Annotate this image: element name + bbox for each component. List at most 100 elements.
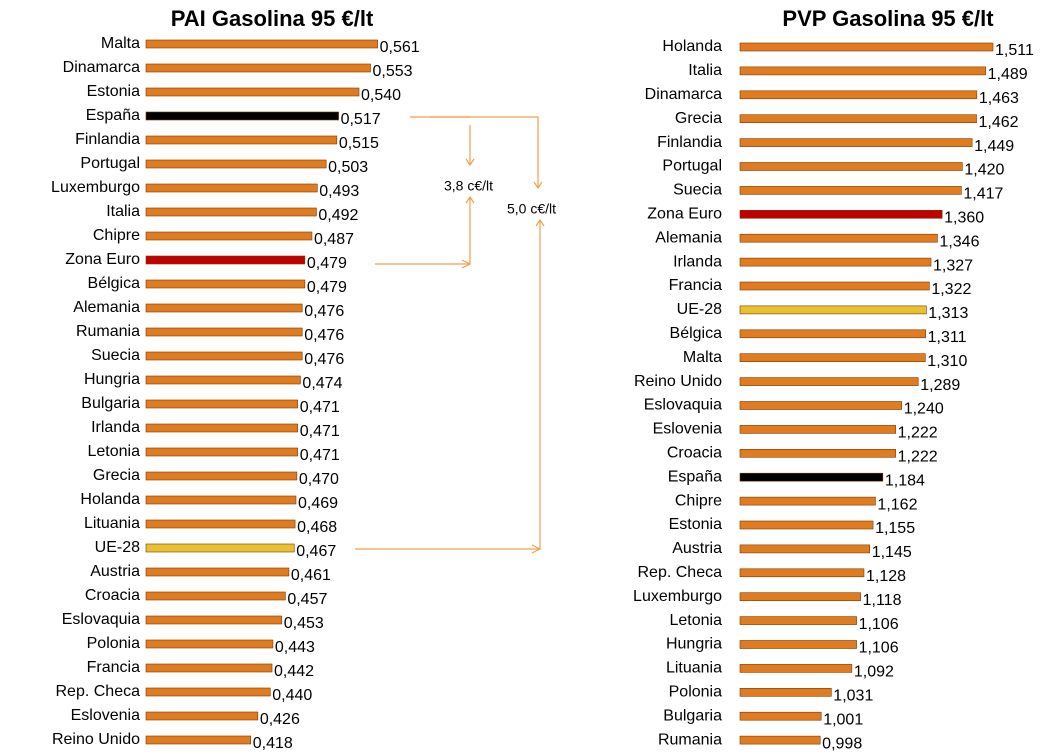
category-label: Suecia: [673, 182, 722, 199]
bar: [739, 210, 943, 219]
bar: [145, 39, 378, 49]
annotation: 3,8 c€/lt: [444, 178, 493, 194]
category-label: UE-28: [677, 301, 722, 318]
value-label: 0,998: [822, 735, 862, 752]
value-label: 0,476: [304, 327, 344, 344]
value-label: 0,476: [304, 303, 344, 320]
value-label: 1,360: [944, 210, 984, 227]
value-label: 1,001: [823, 711, 863, 728]
value-label: 0,479: [307, 279, 347, 296]
category-label: Rep. Checa: [638, 564, 723, 581]
value-label: 1,346: [939, 233, 979, 250]
bar: [145, 591, 286, 601]
bar: [739, 329, 926, 339]
category-label: Zona Euro: [65, 251, 140, 268]
category-label: Croacia: [667, 445, 722, 462]
category-label: Reino Unido: [52, 731, 140, 748]
bar: [739, 233, 938, 243]
category-label: Letonia: [670, 612, 723, 629]
annotation: 5,0 c€/lt: [507, 201, 556, 217]
bar: [739, 401, 903, 410]
category-label: Bélgica: [670, 325, 723, 342]
bar: [145, 255, 306, 265]
bar: [739, 425, 896, 434]
bar: [145, 447, 299, 457]
category-label: Hungria: [84, 371, 140, 388]
chart-title: PAI Gasolina 95 €/lt: [171, 6, 374, 31]
bar: [145, 711, 259, 721]
value-label: 1,311: [928, 329, 967, 346]
arrow-head: [461, 259, 472, 269]
bar: [739, 592, 861, 602]
arrow-head: [465, 158, 475, 167]
arrows: [355, 116, 545, 554]
category-label: España: [668, 468, 722, 485]
bar: [739, 448, 896, 458]
value-label: 1,128: [866, 568, 906, 585]
value-label: 1,222: [898, 425, 938, 442]
category-label: Eslovenia: [71, 707, 140, 724]
bar: [739, 305, 927, 315]
value-label: 0,517: [341, 111, 381, 128]
category-label: Eslovaquia: [644, 397, 722, 414]
value-label: 0,418: [253, 735, 293, 752]
value-label: 1,106: [859, 640, 899, 657]
category-label: Italia: [688, 62, 722, 79]
value-label: 0,443: [275, 639, 315, 656]
value-label: 0,442: [274, 663, 314, 680]
value-label: 0,476: [304, 351, 344, 368]
value-label: 0,493: [319, 183, 359, 200]
value-label: 0,503: [328, 159, 368, 176]
chart-title: PVP Gasolina 95 €/lt: [782, 6, 994, 31]
bar: [739, 735, 821, 745]
category-label: Hungria: [666, 636, 722, 653]
category-label: Malta: [683, 349, 722, 366]
bar: [145, 63, 371, 73]
category-label: Lituania: [666, 660, 722, 677]
category-label: Lituania: [84, 515, 140, 532]
category-label: Portugal: [662, 158, 722, 175]
value-label: 1,322: [931, 281, 971, 298]
bar: [739, 640, 857, 649]
bar: [145, 87, 360, 97]
bar: [145, 423, 299, 433]
bar: [739, 66, 986, 76]
value-label: 1,222: [898, 449, 938, 466]
bar: [739, 257, 932, 267]
category-label: España: [86, 107, 140, 124]
value-label: 1,118: [863, 592, 902, 609]
value-label: 0,467: [296, 543, 336, 560]
value-label: 1,289: [920, 377, 960, 394]
bar: [145, 567, 290, 577]
bar: [145, 375, 301, 385]
category-label: Bélgica: [88, 275, 141, 292]
bar: [739, 90, 978, 100]
category-label: Estonia: [87, 83, 140, 100]
value-label: 0,515: [339, 135, 379, 152]
arrow-head: [533, 181, 543, 190]
bar: [739, 544, 871, 554]
bar: [739, 353, 926, 363]
value-label: 1,031: [833, 688, 873, 705]
value-label: 1,463: [979, 90, 1019, 107]
bar: [739, 377, 919, 386]
bar: [739, 496, 876, 506]
value-label: 1,240: [904, 401, 944, 418]
category-label: Portugal: [80, 155, 140, 172]
bar: [145, 351, 303, 361]
category-label: Austria: [672, 540, 722, 557]
category-label: Reino Unido: [634, 373, 722, 390]
category-label: Malta: [101, 35, 140, 52]
bar: [739, 616, 857, 625]
category-label: Italia: [106, 203, 140, 220]
category-label: Luxemburgo: [51, 179, 140, 196]
category-label: Polonia: [87, 635, 140, 652]
arrow-head: [535, 218, 545, 227]
category-label: Irlanda: [91, 419, 140, 436]
value-label: 1,310: [927, 353, 967, 370]
category-label: Finlandia: [75, 131, 140, 148]
arrow-head: [465, 195, 475, 204]
bar: [145, 471, 298, 481]
value-label: 1,184: [885, 472, 925, 489]
